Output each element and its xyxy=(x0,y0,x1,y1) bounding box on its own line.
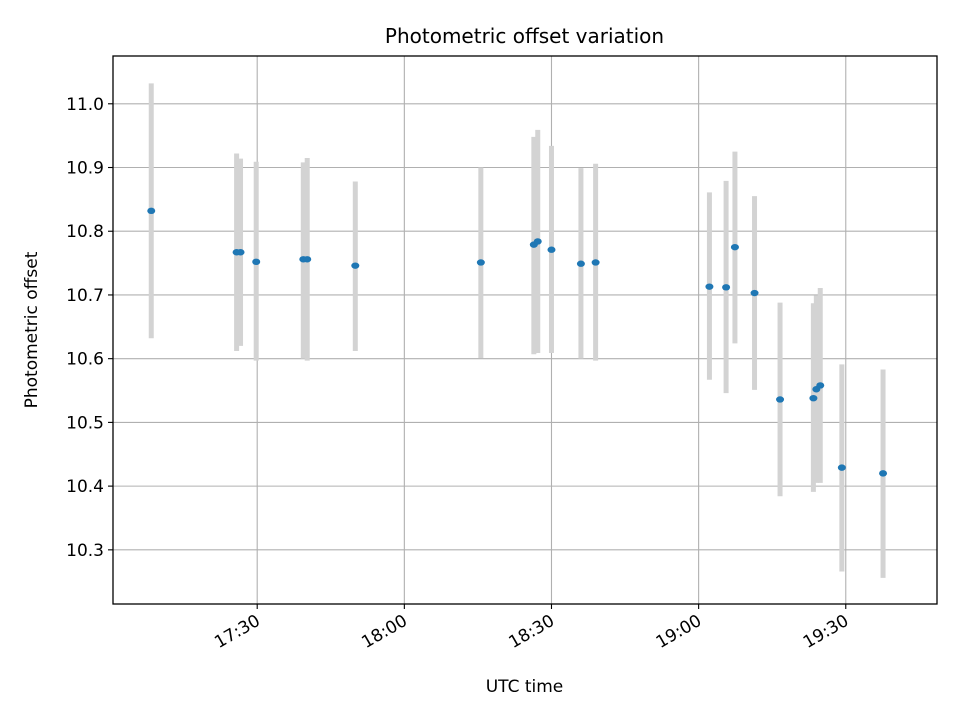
data-point xyxy=(533,238,542,245)
y-tick-label: 10.9 xyxy=(66,159,104,179)
data-point xyxy=(236,249,245,256)
point-layer xyxy=(147,207,888,477)
chart-title: Photometric offset variation xyxy=(385,24,664,48)
data-point xyxy=(351,262,360,269)
data-point xyxy=(730,243,739,251)
y-tick-label: 10.3 xyxy=(66,541,104,561)
data-point xyxy=(750,289,759,297)
data-point xyxy=(816,382,825,389)
data-point xyxy=(576,260,585,267)
data-point xyxy=(722,284,731,291)
data-point xyxy=(303,256,312,263)
data-point xyxy=(837,464,846,471)
data-point xyxy=(147,207,156,215)
y-tick-label: 10.4 xyxy=(66,477,104,497)
data-point xyxy=(547,246,556,253)
y-tick-label: 11.0 xyxy=(66,95,104,115)
plot-frame xyxy=(112,55,938,605)
data-point xyxy=(476,259,485,266)
data-point xyxy=(809,394,818,402)
y-tick-label: 10.8 xyxy=(66,222,104,242)
data-point xyxy=(879,470,888,477)
data-point xyxy=(591,259,600,266)
data-point xyxy=(776,396,785,403)
x-axis-label: UTC time xyxy=(486,677,564,697)
y-tick-label: 10.5 xyxy=(66,413,104,433)
y-tick-label: 10.7 xyxy=(66,286,104,306)
y-tick-label: 10.6 xyxy=(66,350,104,370)
y-axis-label: Photometric offset xyxy=(22,251,42,408)
data-point xyxy=(705,283,714,290)
data-point xyxy=(252,258,261,266)
